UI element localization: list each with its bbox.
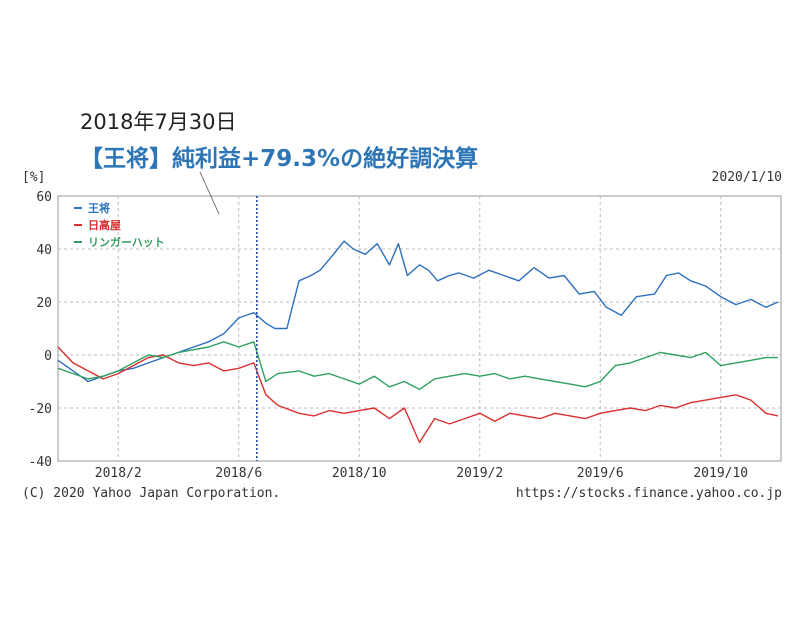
as-of-date: 2020/1/10 bbox=[712, 170, 782, 185]
legend-label: 王将 bbox=[88, 201, 110, 215]
series-line bbox=[57, 240, 779, 383]
footer-copyright: (C) 2020 Yahoo Japan Corporation. bbox=[22, 486, 280, 501]
annotation-date: 2018年7月30日 bbox=[80, 110, 237, 134]
series-line bbox=[57, 341, 778, 391]
y-tick-label: 60 bbox=[36, 190, 52, 205]
legend-label: リンガーハット bbox=[88, 235, 165, 249]
y-tick-label: 20 bbox=[36, 296, 52, 311]
x-tick-label: 2018/10 bbox=[332, 466, 387, 481]
x-tick-label: 2019/2 bbox=[456, 466, 503, 481]
y-tick-label: 0 bbox=[44, 349, 52, 364]
x-tick-label: 2018/6 bbox=[215, 466, 262, 481]
x-tick-label: 2019/10 bbox=[693, 466, 748, 481]
x-tick-label: 2018/2 bbox=[95, 466, 142, 481]
annotation-headline: 【王将】純利益+79.3%の絶好調決算 bbox=[80, 146, 479, 172]
plot-area bbox=[57, 195, 782, 462]
y-tick-label: -40 bbox=[29, 455, 52, 470]
grid-lines bbox=[58, 196, 781, 461]
legend-label: 日高屋 bbox=[88, 218, 121, 232]
y-tick-label: 40 bbox=[36, 243, 52, 258]
y-tick-label: -20 bbox=[29, 402, 52, 417]
y-unit-label: [%] bbox=[22, 170, 45, 185]
annotation-pointer bbox=[199, 171, 220, 215]
y-tick-labels: 60 40 20 0 -20 -40 bbox=[29, 190, 52, 470]
series-line bbox=[57, 346, 779, 444]
footer-url: https://stocks.finance.yahoo.co.jp bbox=[516, 486, 782, 501]
x-tick-labels: 2018/2 2018/6 2018/10 2019/2 2019/6 2019/10 bbox=[95, 466, 748, 481]
series-lines bbox=[57, 240, 779, 444]
x-tick-label: 2019/6 bbox=[577, 466, 624, 481]
